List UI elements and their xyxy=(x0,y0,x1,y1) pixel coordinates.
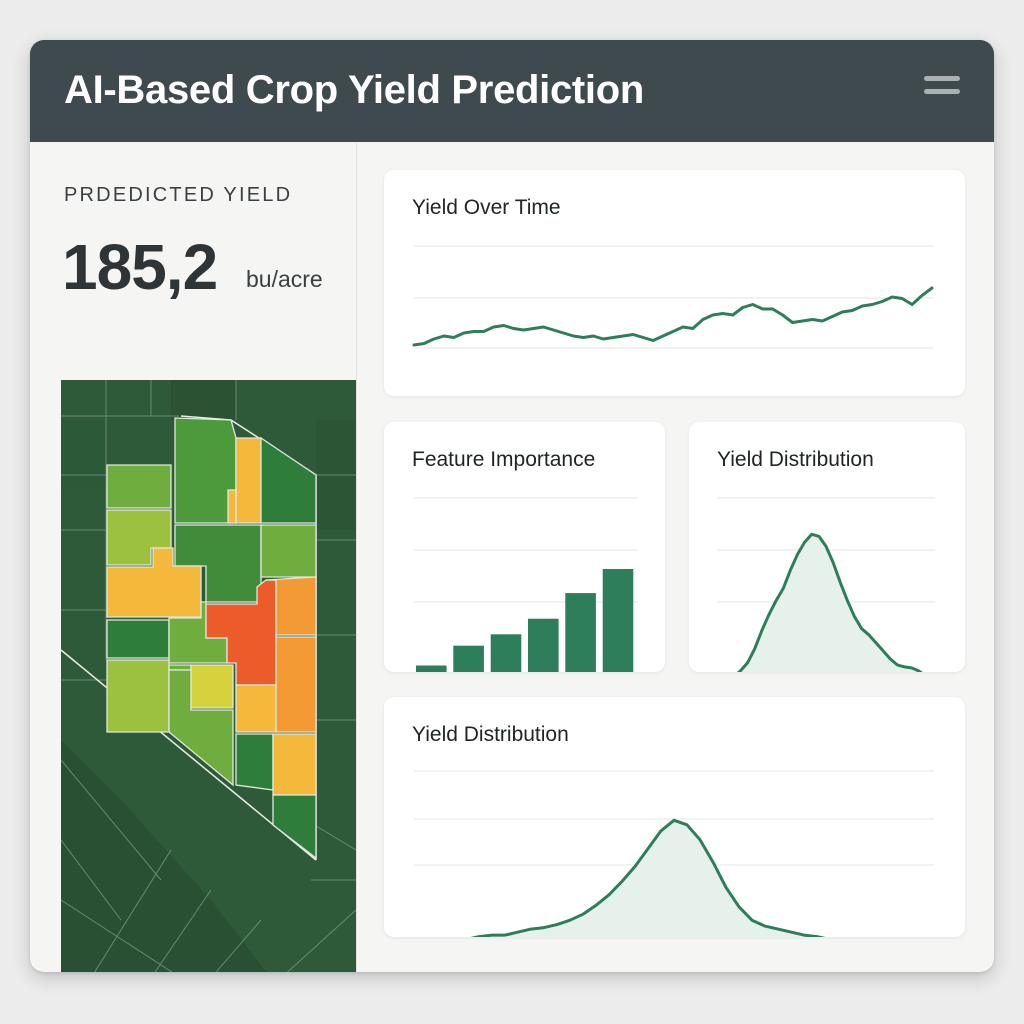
hamburger-menu-icon[interactable] xyxy=(924,76,960,102)
card-title: Feature Importance xyxy=(412,448,596,471)
field-parcel[interactable] xyxy=(190,664,234,709)
yield-over-time-chart[interactable] xyxy=(384,170,965,396)
field-parcel[interactable] xyxy=(168,664,192,671)
bar xyxy=(528,618,559,672)
field-parcel[interactable] xyxy=(106,509,172,566)
card-title: Yield Distribution xyxy=(717,448,874,471)
card-title: Yield Distribution xyxy=(412,723,569,746)
field-parcel[interactable] xyxy=(174,417,237,524)
yield-over-time-card: Yield Over Time xyxy=(384,170,965,396)
field-parcel[interactable] xyxy=(168,669,234,787)
field-parcel[interactable] xyxy=(260,436,317,524)
feature-importance-chart[interactable] xyxy=(384,422,665,672)
series-line xyxy=(412,286,934,347)
app-window: AI-Based Crop Yield Prediction PRDEDICTE… xyxy=(30,40,994,972)
yield-distribution-card: Yield Distribution xyxy=(689,422,965,672)
card-title: Yield Over Time xyxy=(412,196,561,219)
bar xyxy=(416,665,447,672)
field-parcels xyxy=(106,417,317,860)
field-parcel[interactable] xyxy=(275,636,317,733)
field-parcel[interactable] xyxy=(106,659,170,733)
field-parcel[interactable] xyxy=(265,576,317,636)
predicted-yield-label: PRDEDICTED YIELD xyxy=(64,184,293,206)
bar xyxy=(490,634,522,672)
app-title: AI-Based Crop Yield Prediction xyxy=(64,68,645,112)
field-parcel[interactable] xyxy=(235,684,277,733)
yield-distribution-large-card: Yield Distribution xyxy=(384,697,965,937)
yield-distribution-large-chart[interactable] xyxy=(384,697,965,937)
bar xyxy=(565,593,596,672)
field-parcel[interactable] xyxy=(272,733,317,796)
bar xyxy=(453,645,484,672)
map-terrain xyxy=(61,740,267,972)
area-fill xyxy=(739,534,921,672)
field-yield-map[interactable] xyxy=(61,380,356,972)
map-terrain xyxy=(171,380,236,420)
predicted-yield-unit: bu/acre xyxy=(246,266,323,292)
field-parcel[interactable] xyxy=(106,619,170,659)
field-parcel[interactable] xyxy=(227,489,237,524)
header-bar: AI-Based Crop Yield Prediction xyxy=(30,40,994,142)
yield-distribution-chart[interactable] xyxy=(689,422,965,672)
map-terrain xyxy=(61,420,106,490)
field-parcel[interactable] xyxy=(260,524,317,578)
feature-importance-card: Feature Importance xyxy=(384,422,665,672)
area-fill xyxy=(477,820,819,937)
field-parcel[interactable] xyxy=(272,794,317,860)
bar xyxy=(602,569,634,672)
predicted-yield-value: 185,2 xyxy=(62,231,218,303)
field-parcel[interactable] xyxy=(106,547,202,618)
field-parcel[interactable] xyxy=(235,733,274,791)
field-parcel[interactable] xyxy=(235,437,262,524)
field-parcel[interactable] xyxy=(106,464,172,509)
prediction-panel: PRDEDICTED YIELD 185,2 bu/acre xyxy=(30,142,357,972)
map-gridlines xyxy=(61,380,356,972)
